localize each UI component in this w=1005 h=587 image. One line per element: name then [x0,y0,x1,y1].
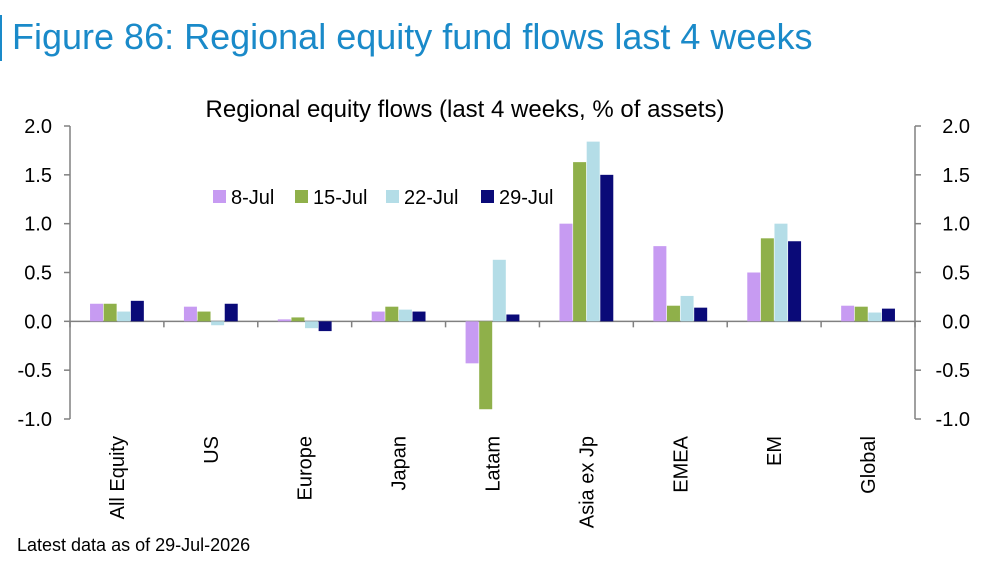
bar-22-jul [680,295,694,322]
bar-15-jul [573,162,587,322]
bar-22-jul [868,312,882,322]
left-y-tick-label: 1.5 [24,165,52,187]
bar-8-jul [183,306,197,322]
bar-22-jul [117,311,131,322]
legend-label: 22-Jul [404,187,458,209]
category-label: All Equity [107,436,129,519]
bar-8-jul [277,319,291,322]
legend: 8-Jul 15-Jul 22-Jul 29-Jul [213,187,553,209]
bar-15-jul [103,303,117,322]
bar-22-jul [774,223,788,322]
legend-label: 15-Jul [313,187,367,209]
legend-label: 29-Jul [499,187,553,209]
bar-22-jul [305,321,319,329]
category-labels: All Equity US Europe Japan Latam Asia ex Jp EM… [107,435,880,528]
bar-8-jul [559,223,573,322]
legend-label: 8-Jul [231,187,274,209]
bar-29-jul [694,307,708,322]
title-accent-rule [0,15,2,61]
bar-29-jul [318,321,332,332]
left-y-tick-label: 0.0 [24,311,52,333]
right-y-tick-label: -1.0 [936,409,970,431]
bar-8-jul [747,272,761,322]
bar-22-jul [211,321,225,326]
bar-29-jul [506,314,520,322]
right-y-tick-label: 0.5 [942,263,970,285]
bar-22-jul [492,259,506,322]
bar-15-jul [760,238,774,322]
footnote: Latest data as of 29-Jul-2026 [17,535,251,555]
figure-title: Figure 86: Regional equity fund flows la… [12,16,813,57]
bar-15-jul [854,306,868,322]
left-y-tick-label: 2.0 [24,116,52,138]
bar-15-jul [197,311,211,322]
axes-group: 2.0 2.0 1.5 1.5 1.0 1.0 0.5 0.5 0.0 0.0 -0.5 -0.5 -1… [18,116,970,431]
bar-22-jul [586,141,600,322]
right-y-tick-label: 1.0 [942,214,970,236]
bars-group [90,141,895,410]
category-label: US [201,436,223,464]
legend-swatch [213,190,226,203]
bar-8-jul [465,321,479,364]
legend-swatch [386,190,399,203]
bar-15-jul [385,306,399,322]
bar-29-jul [600,174,614,322]
legend-swatch [481,190,494,203]
left-y-tick-label: -0.5 [18,360,52,382]
right-y-tick-label: 1.5 [942,165,970,187]
category-label: Global [858,436,880,494]
category-label: EM [764,436,786,466]
left-y-tick-label: 1.0 [24,214,52,236]
legend-swatch [295,190,308,203]
bar-29-jul [881,308,895,322]
category-label: Japan [389,436,411,491]
bar-29-jul [130,300,144,322]
bar-29-jul [412,311,426,322]
category-label: Asia ex Jp [576,436,598,528]
left-y-tick-label: -1.0 [18,409,52,431]
bar-15-jul [666,305,680,322]
chart-title: Regional equity flows (last 4 weeks, % o… [206,96,725,123]
right-y-tick-label: 0.0 [942,311,970,333]
category-label: Europe [295,436,317,501]
left-y-tick-label: 0.5 [24,263,52,285]
right-y-tick-label: -0.5 [936,360,970,382]
bar-8-jul [841,305,855,322]
bar-8-jul [90,303,104,322]
right-y-tick-label: 2.0 [942,116,970,138]
bar-15-jul [479,321,493,410]
category-label: Latam [483,436,505,492]
bar-8-jul [653,246,667,322]
category-label: EMEA [670,435,692,492]
bar-29-jul [788,241,802,322]
bar-29-jul [224,303,238,322]
bar-8-jul [371,311,385,322]
bar-22-jul [398,309,412,322]
bar-15-jul [291,317,305,322]
